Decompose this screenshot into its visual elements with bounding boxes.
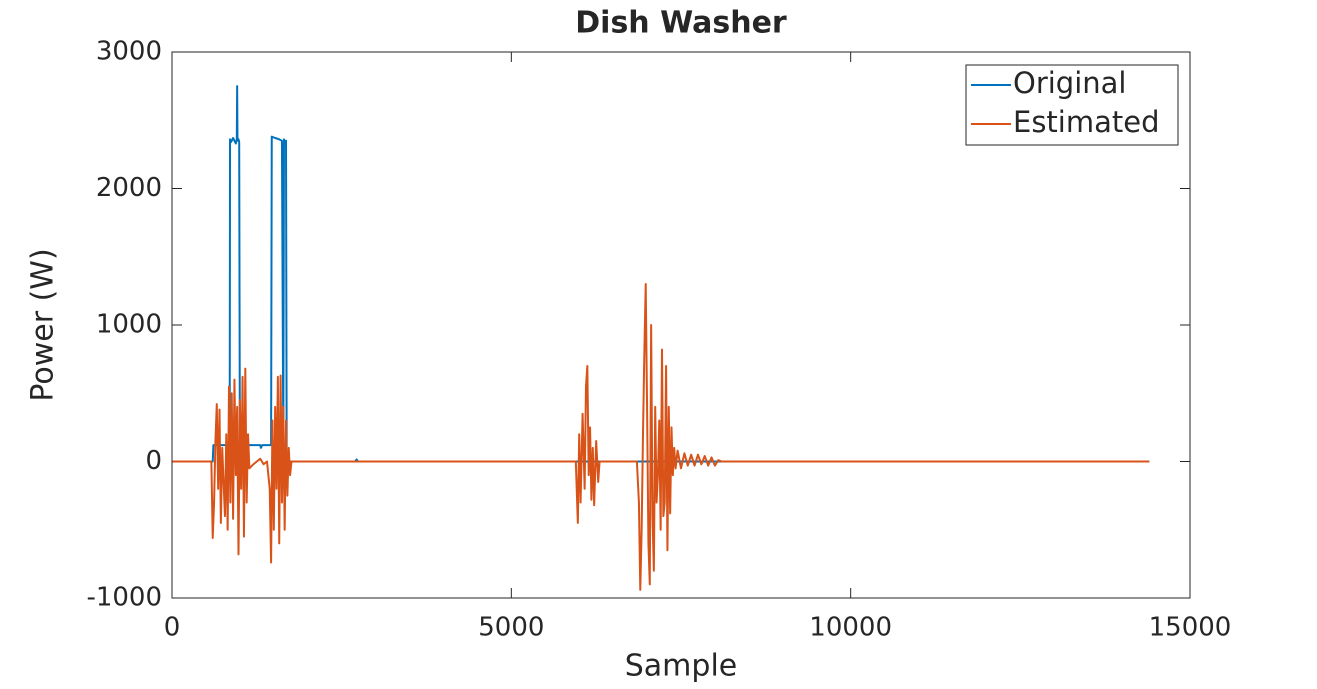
y-tick-label: 3000 <box>96 37 162 67</box>
x-tick-label: 10000 <box>809 613 892 643</box>
series-line <box>172 283 1150 591</box>
legend-label: Estimated <box>1013 105 1160 139</box>
legend-label: Original <box>1013 66 1126 100</box>
x-tick-label: 5000 <box>478 613 544 643</box>
y-tick-label: 1000 <box>96 310 162 340</box>
plot-frame <box>171 51 1191 599</box>
x-tick-label: 0 <box>164 613 181 643</box>
y-axis-label: Power (W) <box>26 248 61 401</box>
y-tick-label: 0 <box>145 446 162 476</box>
chart-title: Dish Washer <box>575 6 787 41</box>
y-tick-label: 2000 <box>96 173 162 203</box>
legend-box <box>965 64 1179 146</box>
x-axis-label: Sample <box>625 649 738 684</box>
y-tick-label: -1000 <box>86 583 162 613</box>
x-tick-label: 15000 <box>1149 613 1232 643</box>
